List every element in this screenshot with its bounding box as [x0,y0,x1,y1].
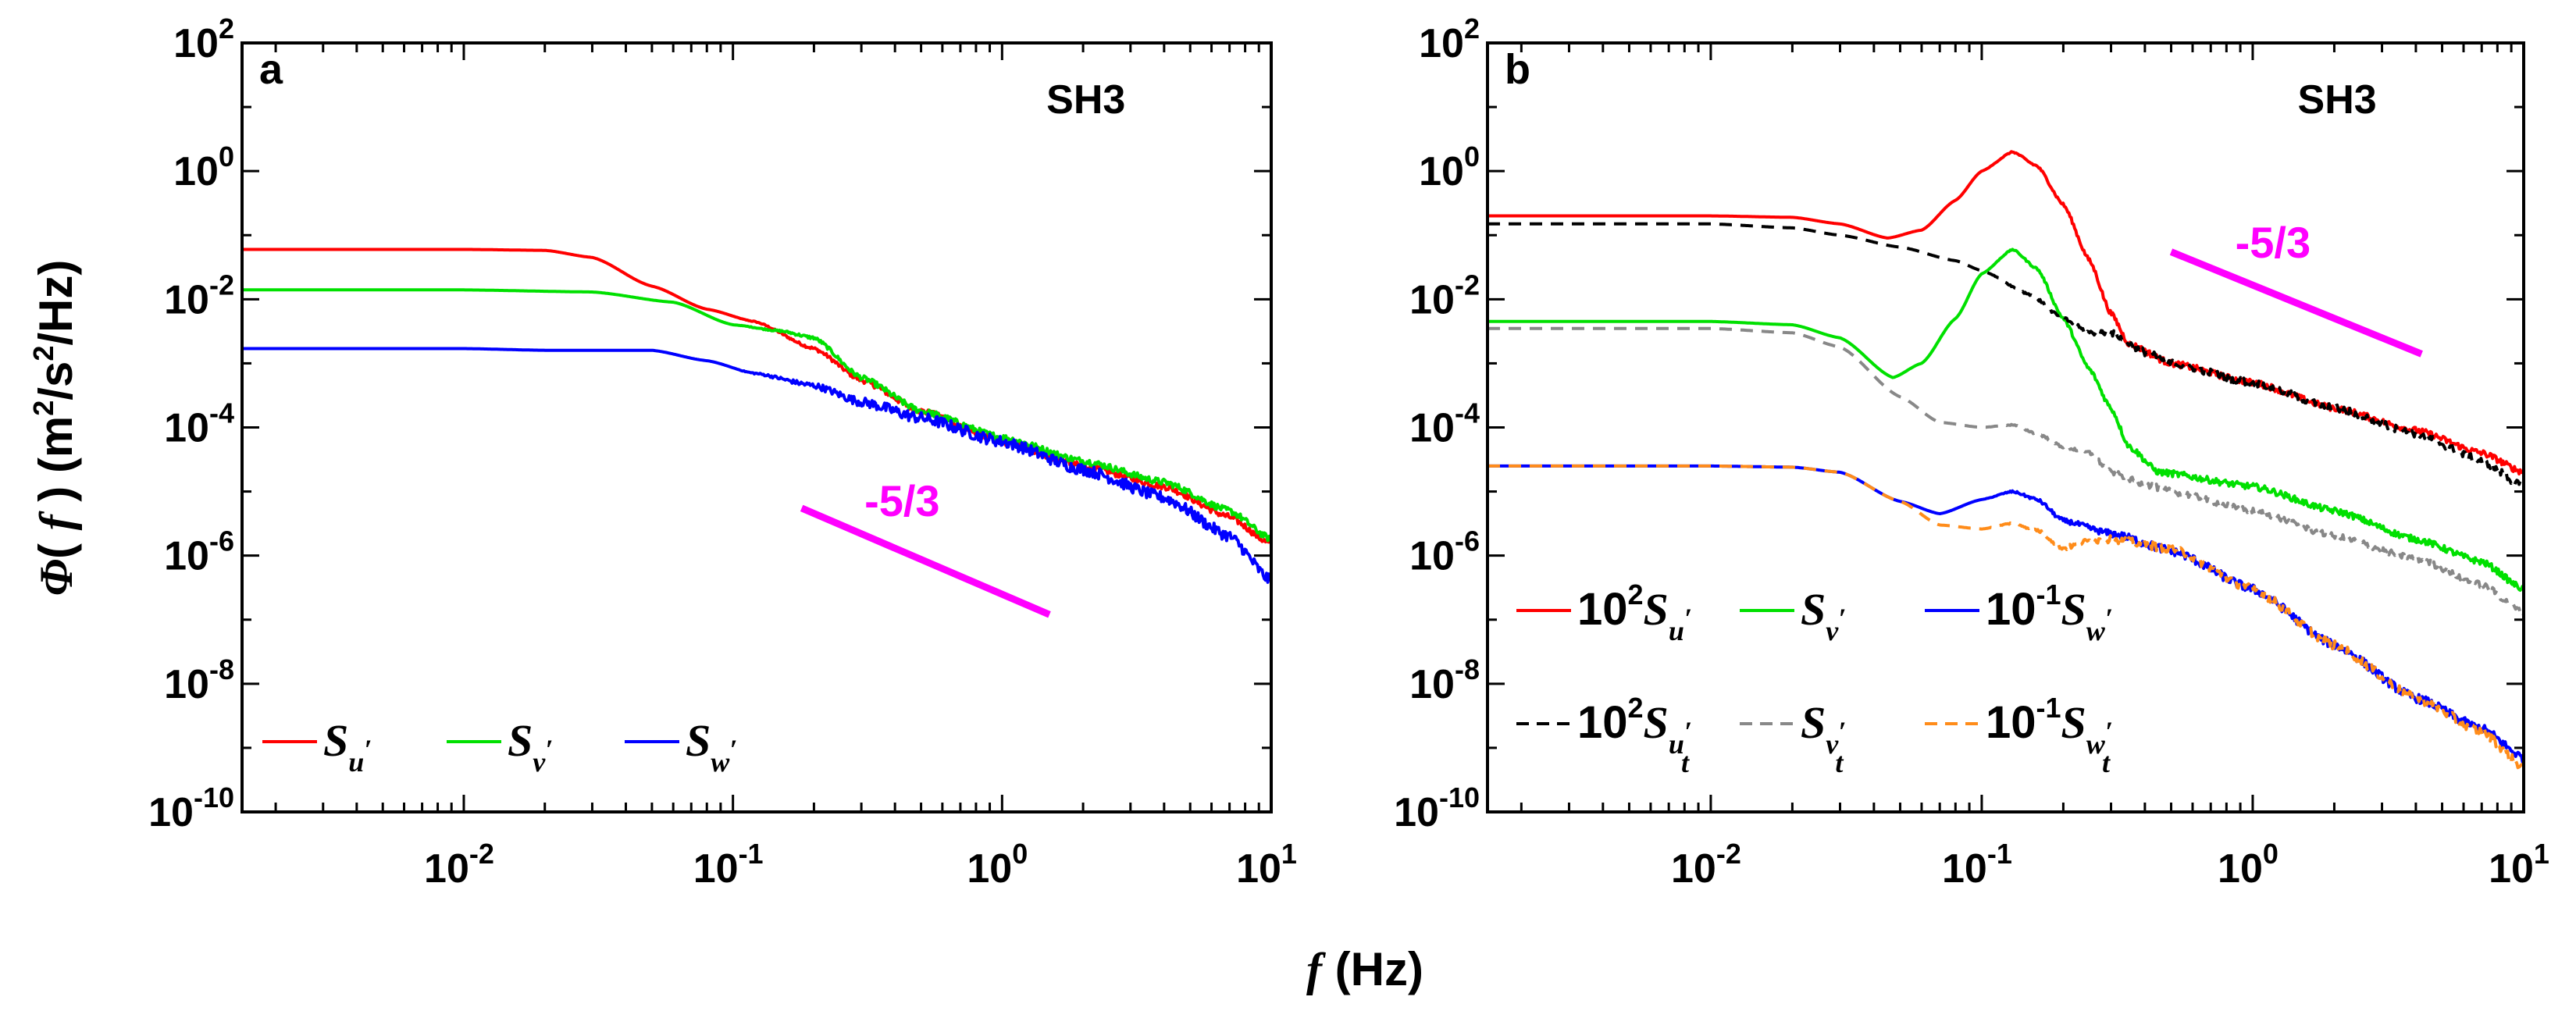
series-line-b-3 [1488,222,2524,488]
legend-entry: Sv′ [508,715,553,778]
series-line-a-1 [242,288,1271,543]
y-tick-label: 100 [173,141,234,194]
panel-a: 10-2 10-1 100 101 102 100 10-2 10-4 10-6 10-8 10-1… [148,12,1297,892]
y-tick-label: 100 [1419,141,1480,194]
series-line-b-1 [1488,247,2524,592]
y-tick-label: 102 [1419,12,1480,66]
y-tick-label: 10-6 [1409,525,1480,579]
panel-letter: b [1505,46,1530,93]
y-ticks [1488,41,2524,813]
y-tick-label: 102 [173,12,234,66]
y-tick-label: 10-4 [1409,397,1480,451]
slope-reference-line [800,504,1051,618]
y-axis-label: Φ( f ) (m2/s2/Hz) [27,260,82,596]
slope-label: -5/3 [864,476,940,525]
series-line-a-2 [242,347,1271,584]
x-tick-label: 10-1 [1942,838,2012,892]
x-ticks [1520,43,2525,812]
x-tick-label: 100 [967,838,1028,892]
site-label: SH3 [2298,77,2377,123]
series-line-b-5 [1488,464,2524,770]
x-tick-label: 100 [2218,838,2278,892]
series-line-b-0 [1488,150,2524,476]
legend-entry: Sv′ t [1801,697,1846,778]
series-group [242,247,1271,584]
plot-frame [240,41,1273,813]
slope-reference-line [2169,248,2423,358]
legend-entry: Sw′ [686,715,737,778]
panel-b: 10-2 10-1 100 101 102 100 10-2 10-4 10-6 10-8 10-1… [1394,12,2549,892]
y-tick-label: 10-6 [164,525,234,579]
y-tick-label: 10-4 [164,397,234,451]
y-tick-label: 10-2 [1409,269,1480,322]
x-tick-label: 10-2 [424,838,494,892]
legend-entry: 10-1Sw′ [1986,578,2113,646]
x-tick-label: 101 [2489,838,2549,892]
y-tick-label: 10-8 [1409,653,1480,707]
legend-entry: 102Su′ t [1577,692,1692,778]
x-tick-label: 10-2 [1671,838,1741,892]
series-group [1488,150,2524,770]
y-tick-label: 10-10 [148,781,234,835]
series-line-b-4 [1488,326,2524,617]
x-axis-label: f (Hz) [1306,943,1423,995]
legend: 102Su′ Sv′ 10-1Sw′ 102Su′ t Sv′ t 10-1Sw′ t [1516,578,2113,778]
x-tick-label: 101 [1236,838,1297,892]
x-tick-label: 10-1 [693,838,764,892]
slope-label: -5/3 [2236,218,2311,267]
panel-letter: a [259,46,283,93]
x-ticks [274,43,1273,812]
legend: Su′ Sv′ Sw′ [262,715,737,778]
legend-entry: 10-1Sw′ t [1986,692,2113,778]
y-tick-label: 10-8 [164,653,234,707]
y-ticks [242,41,1271,813]
legend-entry: 102Su′ [1577,578,1692,646]
site-label: SH3 [1046,77,1125,123]
legend-entry: Su′ [323,715,372,778]
y-tick-label: 10-10 [1394,781,1480,835]
legend-entry: Sv′ [1801,584,1846,646]
y-tick-label: 10-2 [164,269,234,322]
series-line-a-0 [242,247,1271,544]
